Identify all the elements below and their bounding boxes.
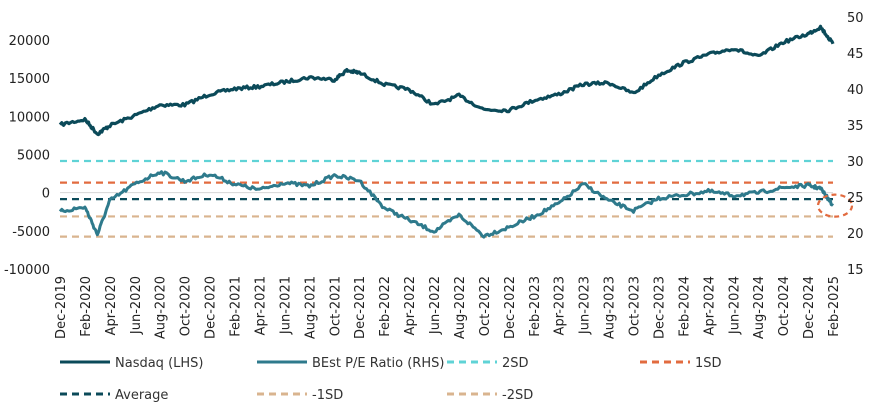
x-axis-tick-label: Aug-2022 <box>453 276 468 339</box>
x-axis-tick-label: Apr-2021 <box>253 276 268 335</box>
legend-item-1sd: 1SD <box>640 356 722 371</box>
x-axis-tick-label: Dec-2021 <box>353 276 368 339</box>
left-axis-tick-label: -10000 <box>4 263 50 278</box>
x-axis-tick-label: Oct-2022 <box>478 276 493 336</box>
legend-label: -1SD <box>312 388 343 403</box>
x-axis-tick-label: Oct-2020 <box>179 276 194 336</box>
legend-label: BEst P/E Ratio (RHS) <box>312 356 444 371</box>
x-axis-tick-label: Feb-2023 <box>528 276 543 337</box>
x-axis-tick-label: Apr-2023 <box>553 276 568 335</box>
x-axis-tick-label: Aug-2023 <box>603 276 618 339</box>
right-axis-tick-label: 25 <box>847 191 864 206</box>
x-axis-tick-label: Jun-2021 <box>278 276 293 335</box>
legend-label: -2SD <box>502 388 533 403</box>
right-axis-tick-label: 35 <box>847 119 864 134</box>
left-axis-tick-label: 10000 <box>9 110 50 125</box>
x-axis-tick-label: Jun-2020 <box>129 276 144 335</box>
legend: Nasdaq (LHS) BEst P/E Ratio (RHS) 2SD 1SD Av… <box>60 356 722 403</box>
x-axis-tick-label: Aug-2021 <box>303 276 318 339</box>
legend-item-1sd: -1SD <box>257 388 343 403</box>
left-axis-tick-label: 5000 <box>17 149 50 164</box>
x-axis-tick-label: Dec-2020 <box>204 276 219 339</box>
x-axis-tick-label: Dec-2022 <box>503 276 518 339</box>
right-axis-tick-label: 30 <box>847 155 864 170</box>
x-axis-tick-label: Feb-2020 <box>79 276 94 337</box>
right-axis-tick-label: 45 <box>847 47 864 62</box>
highlight-circle <box>816 193 854 218</box>
legend-label: Nasdaq (LHS) <box>115 356 203 371</box>
reference-lines-layer <box>60 159 833 238</box>
series-line-nasdaq-lhs <box>58 24 835 137</box>
left-axis-tick-label: 15000 <box>9 72 50 87</box>
axes-layer: -10000 -5000 0 5000 10000 15000 20000 15 20 25 30 3… <box>4 11 864 339</box>
right-axis-tick-label: 15 <box>847 263 864 278</box>
series-line-best-p-e-ratio-rhs <box>58 170 834 239</box>
x-axis-tick-label: Dec-2019 <box>54 276 69 339</box>
annotation-layer <box>816 193 854 218</box>
x-axis-tick-label: Oct-2024 <box>777 276 792 336</box>
legend-item-2sd: -2SD <box>447 388 533 403</box>
x-axis-tick-label: Jun-2024 <box>727 276 742 335</box>
x-axis-tick-label: Feb-2022 <box>378 276 393 337</box>
left-axis-tick-label: 20000 <box>9 34 50 49</box>
x-axis-tick-label: Oct-2023 <box>628 276 643 336</box>
x-axis-tick-label: Dec-2023 <box>652 276 667 339</box>
x-axis-tick-label: Oct-2021 <box>328 276 343 336</box>
x-axis-tick-label: Aug-2020 <box>154 276 169 339</box>
right-axis-tick-label: 50 <box>847 11 864 26</box>
x-axis-tick-label: Feb-2025 <box>827 276 842 337</box>
left-axis-tick-label: 0 <box>42 187 50 202</box>
x-axis-tick-label: Feb-2024 <box>677 276 692 337</box>
legend-label: 2SD <box>502 356 529 371</box>
right-axis-tick-label: 40 <box>847 83 864 98</box>
legend-item-nasdaq-lhs: Nasdaq (LHS) <box>60 356 203 371</box>
right-axis-tick-label: 20 <box>847 227 864 242</box>
series-layer <box>58 24 835 239</box>
x-axis-tick-label: Jun-2022 <box>428 276 443 335</box>
x-axis-tick-label: Apr-2024 <box>702 276 717 335</box>
x-axis-tick-label: Apr-2022 <box>403 276 418 335</box>
x-axis-tick-label: Aug-2024 <box>752 276 767 339</box>
legend-item-2sd: 2SD <box>447 356 529 371</box>
x-axis-tick-label: Jun-2023 <box>578 276 593 335</box>
x-axis-tick-label: Dec-2024 <box>802 276 817 339</box>
x-axis-tick-label: Apr-2020 <box>104 276 119 335</box>
legend-label: 1SD <box>695 356 722 371</box>
legend-item-average: Average <box>60 388 168 403</box>
legend-label: Average <box>115 388 168 403</box>
x-axis-tick-label: Feb-2021 <box>229 276 244 337</box>
left-axis-tick-label: -5000 <box>12 225 50 240</box>
legend-item-best-p-e-ratio-rhs: BEst P/E Ratio (RHS) <box>257 356 444 371</box>
